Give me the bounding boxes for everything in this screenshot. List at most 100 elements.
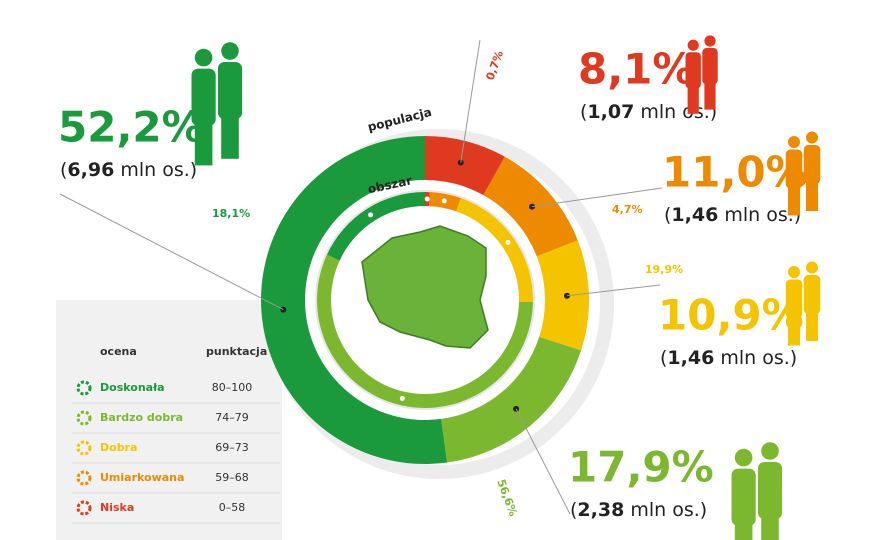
body <box>785 279 803 319</box>
count-part: mln os. <box>640 101 709 123</box>
body <box>731 468 756 526</box>
leader <box>59 193 284 311</box>
count-part: ) <box>700 499 707 521</box>
dot <box>399 395 405 401</box>
head <box>687 39 699 51</box>
count-part: mln os. <box>120 159 189 181</box>
legend-icon <box>76 440 92 456</box>
legs <box>734 521 753 540</box>
legend-name: Doskonała <box>100 381 165 394</box>
legend-range: 80–100 <box>212 381 253 394</box>
body <box>685 52 701 89</box>
legs <box>194 121 213 166</box>
population-count: (1,46 mln os.) <box>664 204 801 226</box>
head <box>806 131 818 144</box>
legs <box>761 514 779 540</box>
count-part: ) <box>790 347 797 369</box>
count-part: ) <box>190 159 197 181</box>
count-part: mln os. <box>720 347 789 369</box>
count-part: mln os. <box>724 204 793 226</box>
population-value: 52,2% <box>58 103 204 152</box>
area-value: 56,6% <box>494 478 519 518</box>
count-part: ( <box>660 347 667 369</box>
legend-name: Dobra <box>100 441 137 454</box>
count-part: 1,46 <box>671 204 718 226</box>
head <box>806 261 818 274</box>
population-value: 10,9% <box>658 291 804 340</box>
count-part: 6,96 <box>67 159 114 181</box>
legend-icon <box>76 470 92 486</box>
dot <box>424 196 430 202</box>
dot <box>441 198 447 204</box>
ring-segment <box>261 136 448 464</box>
person-icon <box>731 442 783 540</box>
area-value: 0,7% <box>483 49 506 82</box>
dot <box>368 212 374 218</box>
legend-name: Bardzo dobra <box>100 411 183 424</box>
legend-range: 74–79 <box>215 411 249 424</box>
count-part: ( <box>664 204 671 226</box>
count-part: 1,07 <box>587 101 634 123</box>
legend-range: 69–73 <box>215 441 249 454</box>
area-value: 18,1% <box>212 207 250 220</box>
legend-name: Niska <box>100 501 134 514</box>
head <box>761 442 779 460</box>
legend-range: 0–58 <box>219 501 246 514</box>
count-part: ( <box>60 159 67 181</box>
legs <box>806 181 818 211</box>
body <box>757 462 783 520</box>
person-icon <box>685 35 718 114</box>
body <box>785 149 803 189</box>
ring-segment <box>456 198 533 303</box>
head <box>704 35 716 47</box>
leader <box>566 284 661 297</box>
head <box>221 42 239 60</box>
head <box>734 448 753 467</box>
legend-icon <box>76 500 92 516</box>
count-part: ( <box>570 499 577 521</box>
legend-header: ocena <box>100 345 137 358</box>
count-part: 1,46 <box>667 347 714 369</box>
body <box>803 275 821 314</box>
body <box>217 62 243 120</box>
leader <box>460 39 481 163</box>
leader <box>515 408 571 515</box>
count-part: 2,38 <box>577 499 624 521</box>
person-icon <box>191 42 243 166</box>
head <box>788 266 800 278</box>
legs <box>788 315 800 346</box>
legs <box>221 114 239 159</box>
count-part: ( <box>580 101 587 123</box>
legs <box>687 85 699 114</box>
population-value: 17,9% <box>568 443 714 492</box>
legend-icon <box>76 410 92 426</box>
legend-range: 59–68 <box>215 471 249 484</box>
person-icon <box>785 261 821 346</box>
body <box>803 145 821 184</box>
count-part: mln os. <box>630 499 699 521</box>
head <box>788 136 800 148</box>
head <box>194 48 213 67</box>
ring-segment <box>425 136 505 196</box>
legs <box>704 81 716 110</box>
legend-name: Umiarkowana <box>100 471 184 484</box>
leader <box>531 187 663 208</box>
population-value: 8,1% <box>578 45 694 94</box>
legs <box>788 185 800 216</box>
population-count: (2,38 mln os.) <box>570 499 707 521</box>
body <box>702 48 718 85</box>
body <box>191 68 216 126</box>
ring-segment <box>326 192 425 261</box>
legend-box <box>56 300 282 540</box>
dot <box>505 239 511 245</box>
legend-header: punktacja <box>206 345 267 358</box>
population-count: (1,46 mln os.) <box>660 347 797 369</box>
population-count: (6,96 mln os.) <box>60 159 197 181</box>
map <box>361 225 489 349</box>
person-icon <box>785 131 821 216</box>
population-value: 11,0% <box>662 148 808 197</box>
area-value: 19,9% <box>645 263 683 276</box>
legs <box>806 311 818 341</box>
area-value: 4,7% <box>612 203 643 216</box>
